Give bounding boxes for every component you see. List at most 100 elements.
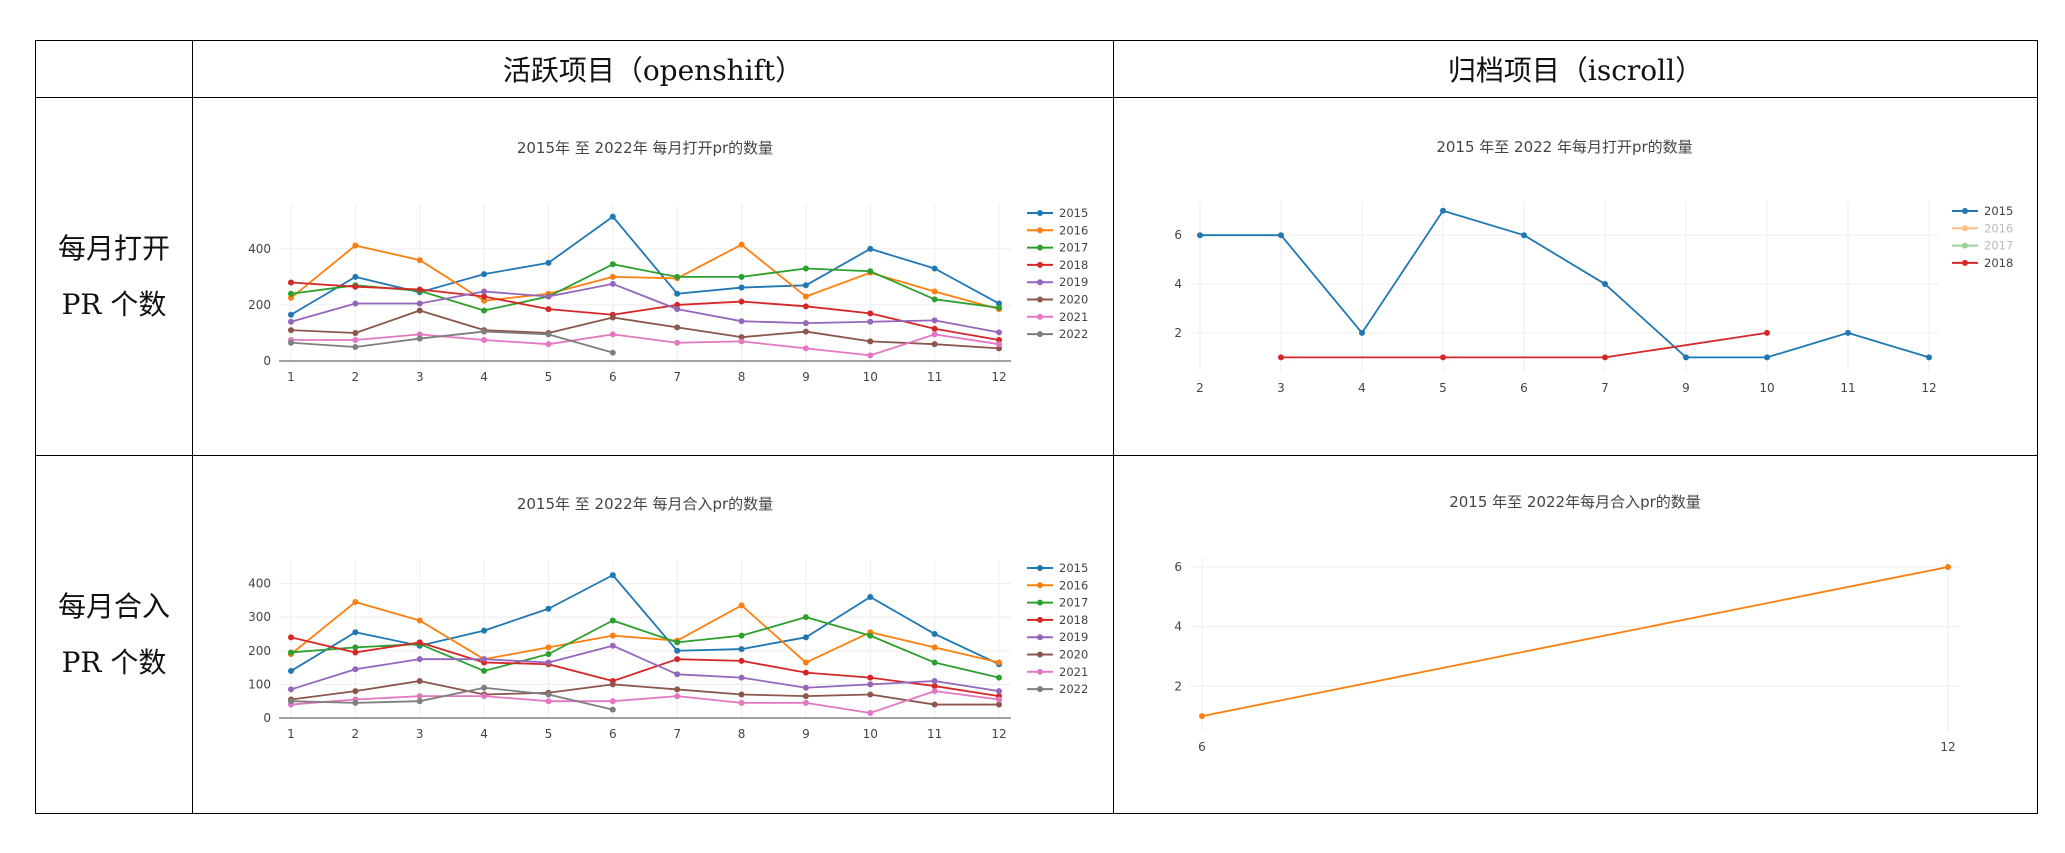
data-point: [352, 343, 359, 350]
legend-item-2018[interactable]: 2018: [1027, 258, 1088, 272]
data-point: [416, 257, 423, 264]
legend-swatch-marker: [1037, 261, 1043, 268]
x-tick-label: 9: [802, 727, 810, 741]
legend-item-2021[interactable]: 2021: [1027, 310, 1088, 324]
series-line: [291, 333, 1000, 357]
legend-swatch-marker: [1037, 634, 1043, 641]
data-point: [996, 701, 1002, 708]
series-line: [1201, 566, 1949, 717]
legend-item-2019[interactable]: 2019: [1027, 275, 1088, 289]
data-point: [738, 674, 745, 681]
data-point: [931, 317, 938, 324]
x-tick-label: 9: [802, 370, 810, 384]
legend-item-2016[interactable]: 2016: [1027, 223, 1088, 237]
x-tick-label: 7: [673, 370, 681, 384]
legend-label: 2020: [1059, 648, 1088, 662]
x-tick-label: 10: [863, 727, 878, 741]
data-point: [674, 647, 681, 654]
data-point: [738, 284, 745, 291]
data-point: [352, 336, 359, 343]
data-point: [352, 666, 359, 673]
data-point: [416, 335, 423, 342]
chart-title: 2015 年至 2022 年每月打开pr的数量: [1436, 138, 1692, 156]
legend-label: 2021: [1059, 310, 1088, 324]
data-point: [609, 314, 616, 321]
data-point: [1602, 281, 1608, 288]
data-point: [288, 339, 294, 346]
legend[interactable]: 2015 2016 2017 2018: [1952, 204, 2013, 270]
legend-swatch-marker: [1037, 565, 1043, 571]
data-point: [609, 273, 616, 280]
legend-swatch-marker: [1037, 582, 1043, 589]
legend-item-2019[interactable]: 2019: [1027, 630, 1088, 644]
data-point: [288, 294, 294, 301]
x-tick-label: 5: [1439, 381, 1447, 395]
legend-item-2015[interactable]: 2015: [1952, 204, 2013, 218]
series-2018: [288, 634, 1002, 700]
legend-item-2020[interactable]: 2020: [1027, 293, 1088, 307]
legend-swatch-marker: [1037, 616, 1043, 623]
series-line: [290, 644, 1000, 692]
data-point: [1440, 354, 1446, 361]
data-point: [481, 271, 488, 278]
gridlines: [1190, 201, 1939, 372]
legend-item-2022[interactable]: 2022: [1027, 327, 1088, 341]
data-point: [1440, 207, 1446, 214]
data-point: [931, 630, 938, 637]
data-point: [867, 593, 874, 600]
comparison-table: 活跃项目（openshift） 归档项目（iscroll） 每月打开 PR 个数…: [35, 40, 2038, 814]
data-point: [802, 634, 809, 641]
x-tick-label: 4: [1358, 381, 1366, 395]
data-point: [802, 345, 809, 352]
series-line: [290, 263, 1000, 312]
data-point: [867, 632, 874, 639]
legend-item-2016[interactable]: 2016: [1027, 578, 1088, 592]
data-point: [545, 293, 552, 300]
data-point: [609, 642, 616, 649]
data-point: [288, 698, 294, 705]
legend-item-2017[interactable]: 2017: [1952, 239, 2013, 253]
data-point: [1845, 329, 1851, 336]
legend-label: 2015: [1059, 561, 1088, 575]
legend-label: 2022: [1059, 327, 1088, 341]
legend-swatch-marker: [1037, 651, 1043, 658]
legend-label: 2016: [1984, 221, 2013, 235]
data-point: [867, 245, 874, 252]
chart-title: 2015年 至 2022年 每月合入pr的数量: [517, 495, 773, 513]
legend-item-2016[interactable]: 2016: [1952, 221, 2013, 235]
legend-item-2015[interactable]: 2015: [1027, 561, 1088, 575]
x-tick-label: 2: [1196, 381, 1204, 395]
series-2019: [288, 642, 1002, 695]
legend-item-2018[interactable]: 2018: [1027, 613, 1088, 627]
legend-item-2018[interactable]: 2018: [1952, 256, 2013, 270]
row-label-opened-line1: 每月打开: [57, 231, 170, 265]
data-point: [1945, 563, 1951, 570]
legend-item-2017[interactable]: 2017: [1027, 596, 1088, 610]
legend[interactable]: 2015 2016 2017 2018 2019 2020 2021 2022: [1027, 206, 1088, 341]
data-point: [931, 644, 938, 651]
data-point: [674, 639, 681, 646]
series-2022: [288, 328, 616, 356]
series-line: [290, 330, 614, 354]
y-tick-label: 4: [1174, 620, 1182, 634]
y-tick-label: 400: [248, 242, 271, 256]
series-line: [290, 601, 1000, 664]
data-point: [1278, 354, 1284, 361]
row-label-opened-prs: 每月打开 PR 个数: [35, 97, 193, 456]
legend-item-2022[interactable]: 2022: [1027, 682, 1088, 696]
data-point: [674, 693, 681, 700]
x-tick-label: 3: [1277, 381, 1285, 395]
legend-label: 2019: [1059, 630, 1088, 644]
legend[interactable]: 2015 2016 2017 2018 2019 2020 2021 2022: [1027, 561, 1088, 696]
data-point: [481, 293, 488, 300]
x-tick-label: 3: [416, 727, 424, 741]
data-point: [738, 298, 745, 305]
legend-item-2017[interactable]: 2017: [1027, 241, 1088, 255]
legend-item-2021[interactable]: 2021: [1027, 665, 1088, 679]
chart-title: 2015年 至 2022年 每月打开pr的数量: [517, 139, 773, 157]
legend-label: 2019: [1059, 275, 1088, 289]
legend-item-2015[interactable]: 2015: [1027, 206, 1088, 220]
legend-item-2020[interactable]: 2020: [1027, 648, 1088, 662]
